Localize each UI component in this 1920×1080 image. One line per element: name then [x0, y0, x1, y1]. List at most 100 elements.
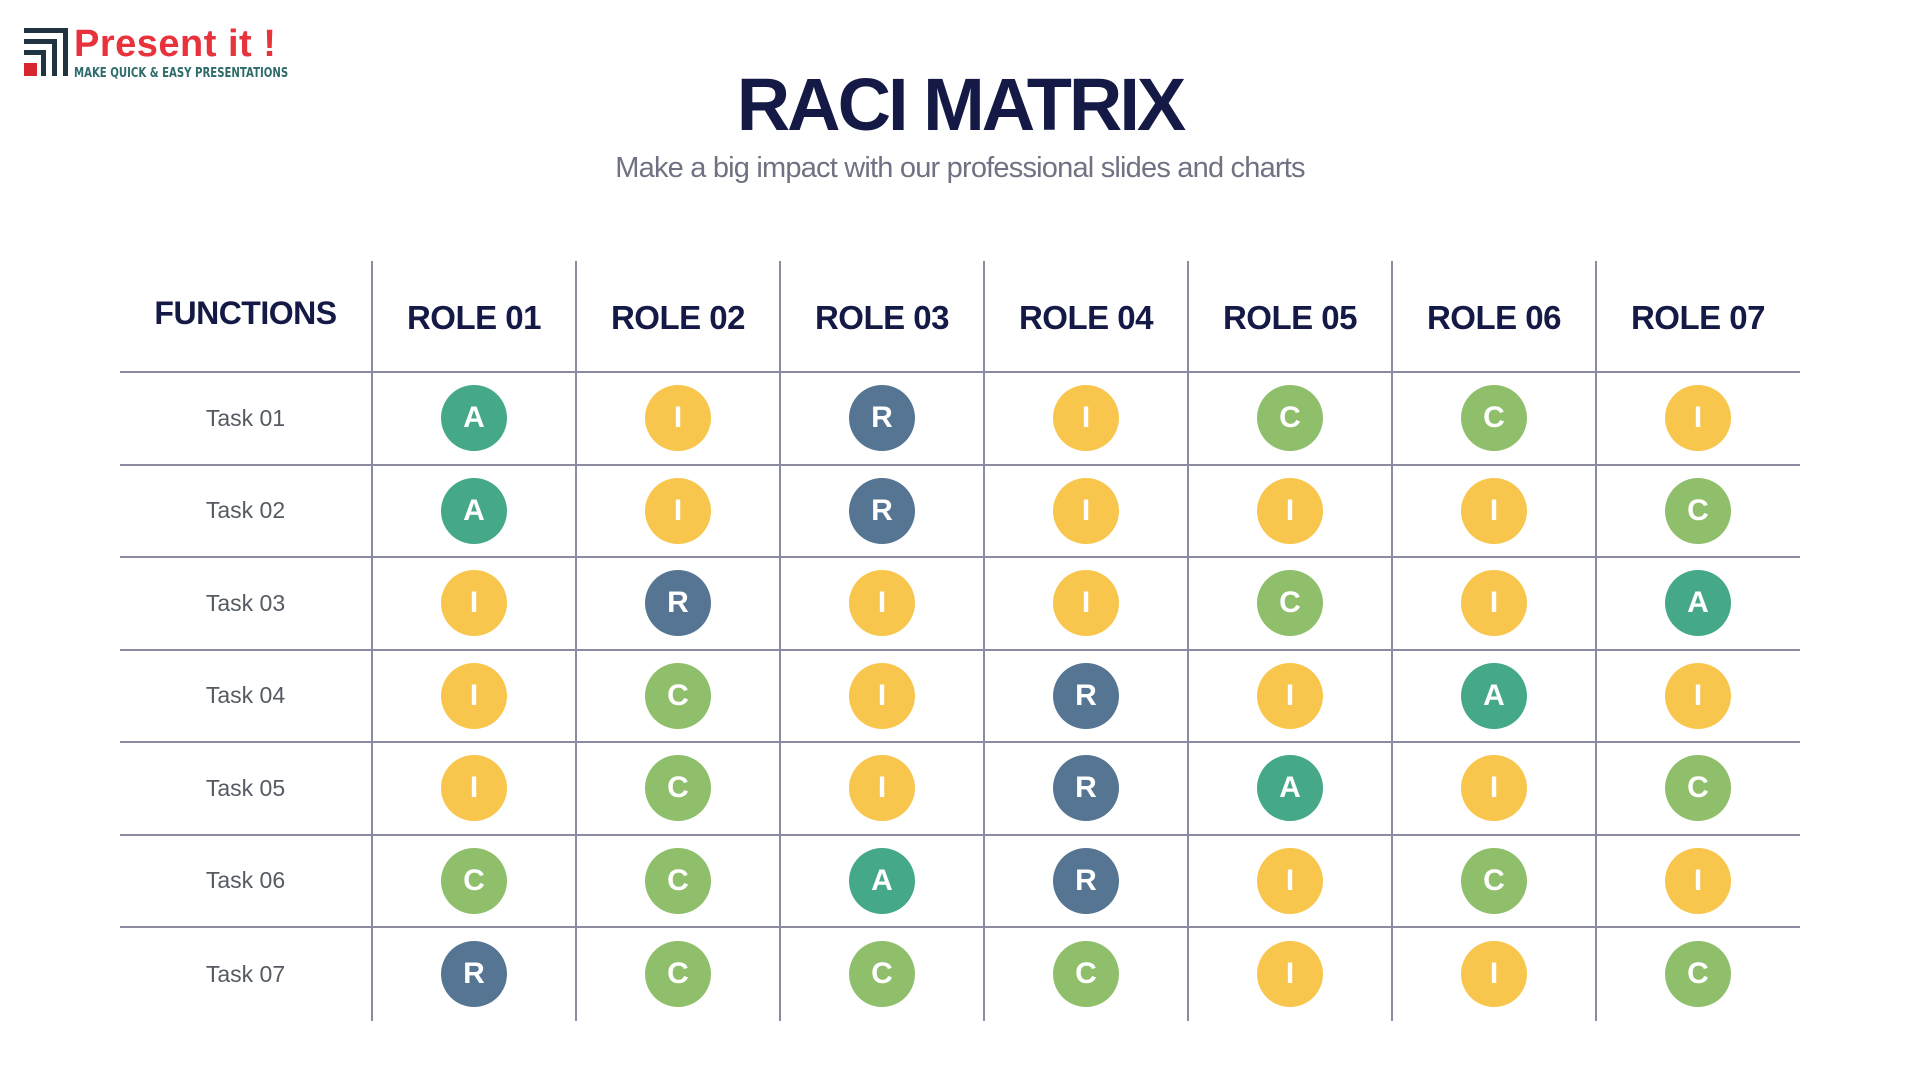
- task-label: Task 05: [205, 774, 286, 801]
- raci-badge: C: [1257, 570, 1323, 637]
- task-label: Task 04: [205, 682, 286, 709]
- raci-badge: A: [849, 847, 915, 914]
- matrix-cell: C: [1187, 558, 1391, 649]
- task-label: Task 07: [205, 960, 286, 987]
- matrix-cell: C: [1391, 835, 1595, 926]
- table-row: Task 04 I C I R I A I: [120, 650, 1800, 743]
- raci-badge: A: [1257, 755, 1323, 822]
- matrix-cell: I: [575, 373, 779, 464]
- matrix-cell: I: [575, 465, 779, 556]
- raci-badge: C: [645, 662, 711, 729]
- task-label: Task 03: [205, 589, 286, 616]
- matrix-cell: C: [1595, 465, 1799, 556]
- matrix-cell: C: [575, 650, 779, 741]
- raci-badge: I: [849, 662, 915, 729]
- raci-badge: C: [849, 941, 915, 1008]
- matrix-cell: C: [575, 743, 779, 834]
- raci-badge: I: [849, 570, 915, 637]
- matrix-cell: I: [1595, 373, 1799, 464]
- matrix-cell: C: [779, 928, 983, 1021]
- matrix-cell: R: [779, 373, 983, 464]
- raci-badge: I: [441, 662, 507, 729]
- matrix-cell: R: [779, 465, 983, 556]
- matrix-cell: I: [1391, 558, 1595, 649]
- role-header: ROLE 03: [779, 261, 983, 371]
- raci-badge: A: [441, 385, 507, 452]
- matrix-cell: I: [1187, 928, 1391, 1021]
- logo-tagline: MAKE QUICK & EASY PRESENTATIONS: [74, 66, 289, 81]
- raci-badge: R: [1053, 662, 1119, 729]
- matrix-cell: I: [1595, 650, 1799, 741]
- matrix-cell: I: [371, 558, 575, 649]
- raci-badge: I: [441, 570, 507, 637]
- matrix-cell: A: [1187, 743, 1391, 834]
- matrix-cell: C: [575, 928, 779, 1021]
- raci-badge: I: [441, 755, 507, 822]
- logo-icon: [24, 28, 68, 76]
- matrix-cell: I: [983, 373, 1187, 464]
- table-row: Task 03 I R I I C I A: [120, 558, 1800, 651]
- task-label: Task 06: [205, 867, 286, 894]
- raci-badge: R: [1053, 755, 1119, 822]
- matrix-cell: A: [371, 373, 575, 464]
- matrix-cell: I: [983, 558, 1187, 649]
- matrix-cell: C: [983, 928, 1187, 1021]
- raci-badge: I: [645, 477, 711, 544]
- matrix-cell: A: [779, 835, 983, 926]
- matrix-cell: R: [983, 835, 1187, 926]
- matrix-cell: C: [1595, 743, 1799, 834]
- matrix-cell: I: [1391, 928, 1595, 1021]
- table-row: Task 06 C C A R I C I: [120, 835, 1800, 928]
- matrix-cell: I: [779, 650, 983, 741]
- raci-badge: C: [645, 847, 711, 914]
- raci-badge: I: [1257, 662, 1323, 729]
- matrix-cell: R: [983, 743, 1187, 834]
- raci-badge: I: [1053, 570, 1119, 637]
- raci-badge: C: [1665, 755, 1731, 822]
- matrix-cell: I: [1187, 465, 1391, 556]
- matrix-cell: R: [575, 558, 779, 649]
- task-label: Task 02: [205, 497, 286, 524]
- table-row: Task 01 A I R I C C I: [120, 373, 1800, 466]
- raci-badge: I: [1665, 662, 1731, 729]
- raci-badge: C: [1665, 941, 1731, 1008]
- raci-badge: I: [1461, 477, 1527, 544]
- role-header: ROLE 07: [1595, 261, 1799, 371]
- matrix-cell: I: [371, 743, 575, 834]
- matrix-cell: I: [1391, 465, 1595, 556]
- raci-badge: C: [645, 755, 711, 822]
- raci-table: FUNCTIONS ROLE 01 ROLE 02 ROLE 03 ROLE 04 RO…: [120, 261, 1800, 1021]
- raci-badge: C: [1665, 477, 1731, 544]
- raci-badge: A: [441, 477, 507, 544]
- raci-badge: A: [1461, 662, 1527, 729]
- matrix-cell: A: [371, 465, 575, 556]
- raci-badge: I: [1257, 847, 1323, 914]
- table-row: Task 05 I C I R A I C: [120, 743, 1800, 836]
- matrix-cell: I: [1595, 835, 1799, 926]
- matrix-cell: C: [1595, 928, 1799, 1021]
- raci-badge: C: [1461, 847, 1527, 914]
- table-row: Task 02 A I R I I I C: [120, 465, 1800, 558]
- raci-badge: C: [645, 941, 711, 1008]
- matrix-cell: I: [371, 650, 575, 741]
- matrix-cell: C: [575, 835, 779, 926]
- page-title: RACI MATRIX: [736, 63, 1187, 146]
- raci-badge: I: [1257, 477, 1323, 544]
- raci-badge: I: [1461, 570, 1527, 637]
- raci-badge: I: [1053, 477, 1119, 544]
- raci-badge: C: [1257, 385, 1323, 452]
- task-label: Task 01: [205, 404, 286, 431]
- matrix-cell: I: [1187, 650, 1391, 741]
- raci-badge: I: [1257, 941, 1323, 1008]
- raci-badge: I: [1461, 941, 1527, 1008]
- page-subtitle: Make a big impact with our professional …: [615, 152, 1305, 184]
- matrix-cell: I: [779, 743, 983, 834]
- matrix-cell: A: [1595, 558, 1799, 649]
- matrix-cell: C: [1187, 373, 1391, 464]
- raci-badge: I: [645, 385, 711, 452]
- matrix-cell: I: [983, 465, 1187, 556]
- raci-badge: I: [1053, 385, 1119, 452]
- matrix-cell: C: [371, 835, 575, 926]
- raci-badge: C: [1461, 385, 1527, 452]
- raci-badge: A: [1665, 570, 1731, 637]
